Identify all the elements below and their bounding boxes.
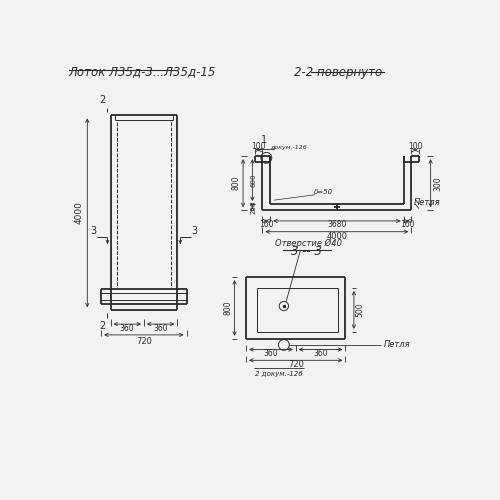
Text: 200: 200 — [250, 200, 256, 214]
Text: 160: 160 — [400, 220, 414, 230]
Text: 720: 720 — [288, 360, 304, 370]
Text: 4000: 4000 — [75, 202, 84, 224]
Text: 100: 100 — [252, 142, 266, 150]
Text: 2: 2 — [100, 94, 106, 104]
Text: 300: 300 — [433, 176, 442, 190]
Text: 160: 160 — [259, 220, 274, 230]
Text: 360: 360 — [153, 324, 168, 333]
Text: δ=50: δ=50 — [314, 190, 332, 196]
Text: 3680: 3680 — [327, 220, 346, 230]
Text: 1: 1 — [261, 136, 267, 145]
Text: 800: 800 — [232, 176, 240, 190]
Text: 2-2 повернуто: 2-2 повернуто — [294, 66, 382, 79]
Text: 2: 2 — [100, 321, 106, 331]
Text: 3: 3 — [191, 226, 198, 235]
Text: 500: 500 — [356, 302, 364, 317]
Text: 2 докум.-126: 2 докум.-126 — [255, 371, 302, 377]
Text: Отверстие Ø40: Отверстие Ø40 — [274, 238, 342, 248]
Text: 800: 800 — [224, 300, 233, 315]
Text: 3 -- 3: 3 -- 3 — [291, 245, 322, 258]
Text: 100: 100 — [408, 142, 422, 150]
Text: докум.-126: докум.-126 — [270, 145, 307, 150]
Text: Лоток Л35д-3...Л35д-15: Лоток Л35д-3...Л35д-15 — [68, 64, 216, 78]
Text: 360: 360 — [120, 324, 134, 333]
Text: Петля: Петля — [384, 340, 411, 349]
Text: 720: 720 — [136, 336, 152, 345]
Text: Петля: Петля — [414, 198, 440, 207]
Text: 3: 3 — [90, 226, 96, 235]
Text: 360: 360 — [314, 349, 328, 358]
Text: 4000: 4000 — [326, 232, 347, 241]
Text: 600: 600 — [250, 174, 256, 187]
Text: 360: 360 — [264, 349, 278, 358]
